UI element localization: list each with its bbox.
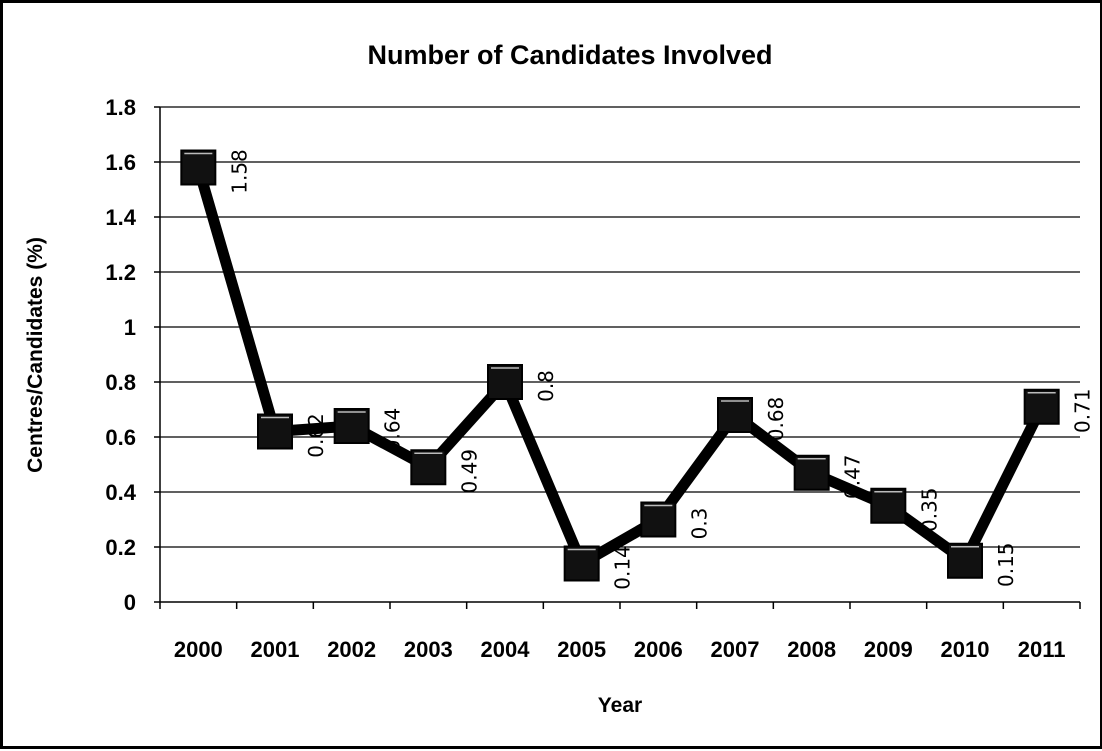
series-markers [180,149,1060,582]
y-tick-label: 1.8 [105,95,136,120]
y-tick-labels: 0 0.2 0.4 0.6 0.8 1 1.2 1.4 1.6 1.8 [105,95,136,615]
data-point-marker [1023,388,1060,425]
x-tick-label: 2009 [864,637,913,662]
y-tick-label: 0.8 [105,370,136,395]
x-tick-label: 2006 [634,637,683,662]
data-label: 0.62 [304,413,328,458]
data-point-marker [180,149,217,186]
y-tick-label: 1.6 [105,150,136,175]
data-point-marker [947,542,983,579]
x-tick-label: 2004 [481,637,531,662]
data-label: 0.15 [994,542,1018,587]
x-tick-label: 2011 [1018,637,1066,662]
data-point-marker [640,501,677,538]
y-tick-label: 0.6 [105,425,136,450]
data-point-marker [717,397,753,433]
data-label: 0.35 [917,487,941,532]
data-label: 1.58 [227,149,251,194]
series-line [193,165,1047,569]
x-tick-label: 2002 [327,637,376,662]
data-point-marker [333,408,370,444]
y-tick-label: 1.2 [105,260,136,285]
x-axis-title: Year [598,694,642,717]
x-tick-label: 2007 [711,637,760,662]
x-tick-label: 2001 [251,637,300,662]
y-axis-title: Centres/Candidates (%) [24,237,47,473]
data-point-marker [793,454,830,491]
data-point-marker [257,413,293,450]
data-label: 0.49 [457,449,481,494]
data-label: 0.71 [1071,388,1095,433]
data-label: 0.3 [687,508,711,540]
data-labels: 1.58 0.62 0.64 0.49 0.8 0.14 0.3 0.68 0.47 0.35 0.… [227,149,1094,590]
chart-title: Number of Candidates Involved [367,40,772,70]
x-tick-label: 2003 [404,637,453,662]
x-tick-label: 2005 [557,637,606,662]
y-tick-label: 0 [124,590,136,615]
data-label: 0.68 [764,397,788,442]
data-point-marker [870,487,907,524]
series-line-path [193,165,1047,569]
data-label: 0.14 [611,545,635,590]
x-tick-labels: 2000 2001 2002 2003 2004 2005 2006 2007 2008 2009… [174,637,1066,662]
axes [154,106,1081,609]
data-point-marker [487,364,523,400]
data-point-marker [410,449,447,486]
y-tick-label: 1.4 [105,205,136,230]
y-tick-label: 0.2 [105,535,136,560]
y-tick-label: 1 [124,315,136,340]
data-point-marker [563,545,600,582]
data-label: 0.47 [841,454,865,499]
x-tick-label: 2000 [174,637,223,662]
gridlines [160,106,1080,548]
data-label: 0.64 [381,408,405,453]
x-tick-label: 2010 [941,637,990,662]
y-tick-label: 0.4 [105,480,136,505]
data-label: 0.8 [534,370,558,402]
x-tick-label: 2008 [787,637,836,662]
